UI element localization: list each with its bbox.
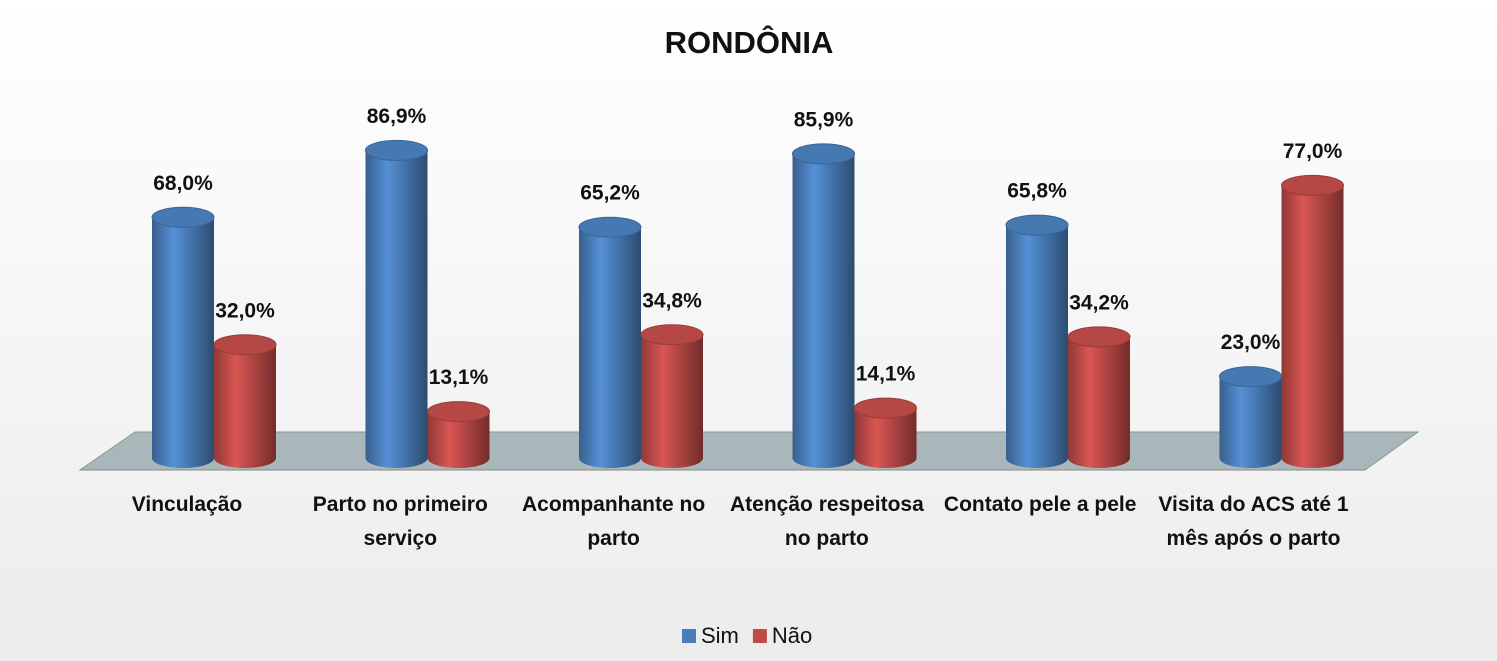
- bar-top: [1219, 366, 1282, 388]
- bar: [1067, 326, 1131, 468]
- bar-body: [1006, 225, 1068, 458]
- bar: [854, 397, 917, 468]
- bar-top: [792, 143, 855, 165]
- bar-top: [1281, 174, 1344, 196]
- bar-body: [792, 153, 855, 458]
- data-label: 14,1%: [856, 363, 916, 386]
- x-tick-label: Parto no primeiro serviço: [312, 493, 488, 550]
- data-label: 34,8%: [642, 289, 702, 312]
- bar-body: [365, 150, 428, 458]
- data-label: 34,2%: [1069, 291, 1129, 314]
- bar-top: [213, 334, 277, 356]
- bar-body: [579, 227, 641, 458]
- bar-top: [151, 206, 215, 228]
- bar-top: [854, 397, 917, 419]
- bar: [792, 143, 855, 468]
- data-label: 23,0%: [1221, 331, 1281, 354]
- bar-body: [641, 334, 703, 458]
- bar-body: [1281, 185, 1344, 459]
- bar: [1281, 174, 1344, 468]
- data-label: 65,2%: [580, 182, 640, 205]
- bar: [365, 139, 428, 468]
- x-tick-label: Acompanhante no parto: [522, 493, 706, 550]
- bar-top: [1005, 214, 1069, 236]
- x-tick-label: Contato pele a pele: [943, 493, 1137, 516]
- bar-top: [640, 324, 704, 346]
- bar: [1005, 214, 1069, 468]
- bar: [640, 324, 704, 468]
- bar: [427, 401, 490, 468]
- x-tick-label: Visita do ACS até 1 mês após o parto: [1158, 493, 1349, 550]
- floor: [78, 431, 1420, 471]
- bar: [213, 334, 277, 468]
- bar-top: [1067, 326, 1131, 348]
- bar-body: [1068, 336, 1130, 458]
- data-label: 77,0%: [1283, 140, 1343, 163]
- data-label: 68,0%: [153, 172, 213, 195]
- bar-body: [152, 217, 214, 458]
- bar-body: [214, 344, 276, 458]
- bar: [151, 206, 215, 468]
- bar-top: [365, 139, 428, 161]
- data-label: 13,1%: [429, 366, 489, 389]
- bar-body: [1219, 376, 1282, 458]
- legend-label: Sim: [701, 623, 739, 648]
- bar-top: [427, 401, 490, 423]
- legend-swatch: [752, 629, 767, 643]
- bar: [578, 216, 642, 468]
- data-label: 86,9%: [367, 105, 427, 128]
- data-label: 85,9%: [794, 108, 854, 131]
- x-tick-label: Atenção respeitosa no parto: [730, 493, 924, 550]
- bar-top: [578, 216, 642, 238]
- legend-label: Não: [772, 623, 812, 648]
- bar: [1219, 366, 1282, 468]
- x-tick-label: Vinculação: [131, 493, 243, 516]
- legend-swatch: [682, 629, 696, 643]
- chart-title: RONDÔNIA: [665, 24, 834, 60]
- data-label: 32,0%: [215, 299, 275, 322]
- data-label: 65,8%: [1007, 180, 1067, 203]
